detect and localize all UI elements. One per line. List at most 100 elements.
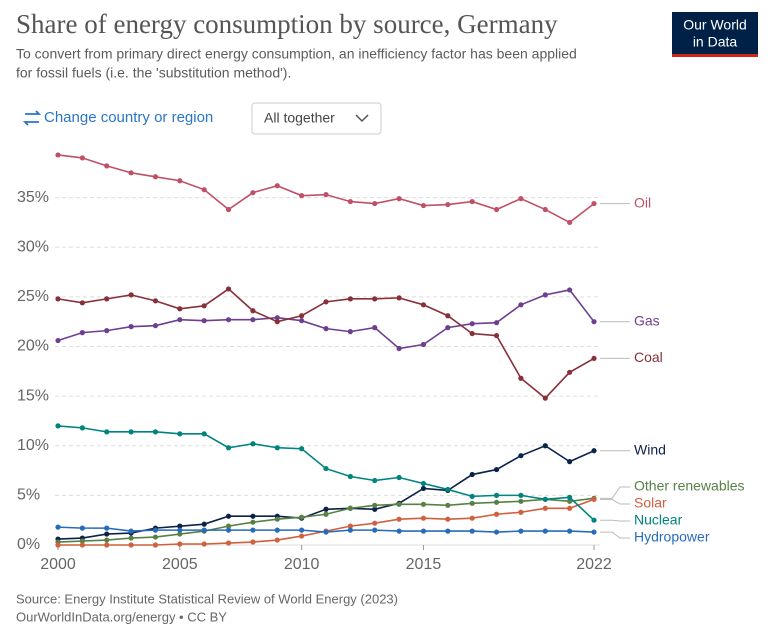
- data-point: [225, 286, 232, 292]
- data-point: [152, 298, 159, 304]
- data-point: [201, 187, 207, 193]
- data-point: [567, 498, 573, 504]
- data-point: [493, 320, 500, 326]
- x-tick-label: 2005: [162, 556, 198, 573]
- data-point: [372, 502, 378, 508]
- data-point: [396, 474, 402, 481]
- data-point: [420, 202, 427, 209]
- data-point: [299, 446, 305, 452]
- data-point: [104, 163, 110, 169]
- data-point: [493, 492, 500, 498]
- data-point: [79, 155, 85, 161]
- data-point: [567, 369, 573, 375]
- data-point: [104, 525, 110, 531]
- data-point: [567, 219, 573, 226]
- data-point: [420, 485, 427, 492]
- data-point: [445, 486, 451, 493]
- data-point: [542, 292, 548, 298]
- data-point: [55, 524, 61, 530]
- data-point: [591, 319, 597, 325]
- data-point: [201, 521, 207, 527]
- data-point: [201, 431, 207, 437]
- data-point: [493, 511, 500, 517]
- data-point: [225, 540, 232, 546]
- data-point: [469, 471, 475, 478]
- y-tick-label: 30%: [17, 238, 49, 255]
- data-point: [396, 196, 402, 202]
- data-point: [104, 328, 110, 334]
- data-point: [445, 325, 451, 331]
- data-point: [518, 453, 524, 459]
- series-label: Solar: [634, 495, 667, 511]
- data-point: [420, 515, 427, 521]
- data-point: [79, 330, 85, 336]
- data-point: [372, 200, 378, 207]
- data-point: [177, 306, 183, 312]
- data-point: [372, 325, 378, 331]
- data-point: [177, 431, 183, 437]
- select-box[interactable]: [251, 102, 382, 135]
- y-tick-label: 15%: [17, 387, 49, 404]
- series-line: [57, 289, 595, 350]
- logo[interactable]: [672, 12, 758, 57]
- y-tick-label: 0%: [17, 536, 40, 553]
- data-point: [493, 206, 500, 213]
- data-point: [274, 527, 280, 533]
- data-point: [469, 528, 475, 534]
- data-point: [274, 537, 280, 543]
- data-point: [591, 517, 597, 523]
- data-point: [396, 345, 402, 352]
- data-point: [372, 506, 378, 512]
- data-point: [396, 528, 402, 534]
- y-tick-label: 5%: [17, 487, 40, 504]
- data-point: [518, 375, 524, 381]
- change-country-button[interactable]: Change country or region: [22, 109, 213, 126]
- data-point: [347, 473, 353, 480]
- data-point: [55, 337, 61, 344]
- data-point: [104, 296, 110, 302]
- data-point: [323, 192, 329, 198]
- data-point: [542, 395, 548, 401]
- data-point: [128, 542, 134, 548]
- data-point: [299, 527, 305, 533]
- y-tick-label: 35%: [17, 189, 49, 206]
- data-point: [323, 529, 329, 535]
- data-point: [201, 303, 207, 309]
- data-point: [152, 174, 159, 180]
- series-line: [57, 497, 595, 543]
- data-point: [55, 423, 61, 429]
- series-label: Hydropower: [634, 529, 710, 545]
- data-point: [518, 492, 524, 498]
- series-line: [57, 444, 595, 540]
- data-point: [177, 523, 183, 529]
- data-point: [493, 332, 500, 339]
- data-point: [445, 313, 451, 319]
- data-point: [128, 292, 134, 298]
- data-point: [152, 527, 159, 533]
- data-point: [274, 319, 280, 325]
- y-tick-label: 20%: [17, 338, 49, 355]
- label-connector: [600, 519, 630, 522]
- data-point: [299, 313, 305, 319]
- data-point: [177, 541, 183, 547]
- data-point: [201, 527, 207, 533]
- data-point: [542, 443, 548, 449]
- data-point: [225, 523, 232, 529]
- data-point: [542, 206, 548, 213]
- data-point: [567, 287, 573, 293]
- x-tick-label: 2010: [284, 556, 320, 573]
- y-tick-label: 25%: [17, 288, 49, 305]
- x-tick-label: 2015: [406, 556, 442, 573]
- x-tick-label: 2000: [40, 556, 76, 573]
- data-point: [104, 531, 110, 537]
- data-point: [225, 317, 232, 323]
- change-country[interactable]: Change country or region: [44, 109, 213, 126]
- data-point: [55, 296, 61, 302]
- data-point: [225, 527, 232, 533]
- y-tick-label: 10%: [17, 437, 49, 454]
- series-label: Coal: [634, 349, 663, 365]
- series-line: [57, 425, 595, 521]
- data-point: [469, 321, 475, 327]
- data-point: [250, 519, 256, 525]
- data-point: [445, 528, 451, 534]
